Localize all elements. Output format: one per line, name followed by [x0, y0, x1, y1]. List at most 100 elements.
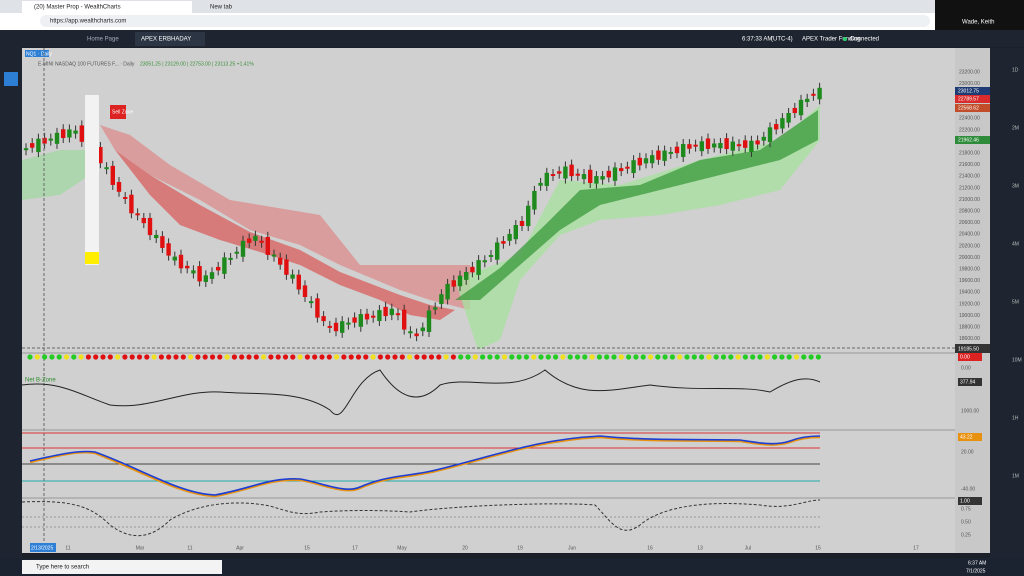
cursor-date: 2/13/2025 — [31, 545, 53, 551]
signal-dot — [151, 354, 157, 360]
app-tab-active[interactable] — [135, 32, 205, 46]
signal-dot — [173, 354, 179, 360]
signal-dot — [71, 354, 77, 360]
date-label: Apr — [236, 545, 244, 551]
add-button[interactable] — [4, 72, 18, 86]
drawing-toolbar[interactable] — [85, 95, 99, 265]
candle-body — [414, 333, 419, 337]
color-swatch[interactable] — [85, 252, 99, 264]
candle-body — [439, 294, 444, 305]
signal-dot — [107, 354, 113, 360]
candle-body — [116, 182, 122, 192]
candle-body — [42, 137, 47, 144]
signal-dot — [115, 354, 121, 360]
candle-body — [786, 112, 791, 123]
date-label: 15 — [815, 545, 821, 551]
signal-dot — [188, 354, 194, 360]
tab-title[interactable]: New tab — [210, 5, 233, 11]
candle-body — [445, 283, 450, 300]
pane-flag-label: 1.00 — [960, 498, 970, 504]
candle-body — [377, 310, 382, 322]
candle-body — [699, 141, 704, 152]
candle-body — [538, 182, 543, 186]
signal-dot — [480, 354, 486, 360]
ohlc: 23051.25 | 23129.00 | 22753.00 | 23113.2… — [140, 61, 254, 67]
candle-body — [253, 235, 258, 241]
signal-dot — [166, 354, 172, 360]
candle-body — [749, 140, 754, 152]
app-tab[interactable]: Home Page — [87, 37, 119, 43]
candle-body — [581, 174, 587, 180]
candle-body — [464, 271, 469, 280]
signal-dot — [319, 354, 325, 360]
status-dot — [843, 37, 847, 41]
candle-body — [501, 241, 506, 244]
signal-dot — [815, 354, 822, 360]
signal-dot — [34, 354, 40, 360]
sell-band — [115, 150, 455, 320]
signal-dot — [348, 354, 354, 360]
signal-dot — [545, 354, 551, 360]
candle-body — [743, 140, 748, 148]
candle-body — [798, 99, 804, 116]
candle-body — [718, 143, 723, 149]
price-tick-label: 19400.00 — [959, 290, 980, 296]
tab[interactable] — [22, 1, 192, 13]
candle-body — [54, 132, 60, 144]
buy-cloud — [22, 150, 90, 200]
candle-body — [166, 243, 171, 256]
candle-body — [389, 308, 394, 316]
date-label: 15 — [304, 545, 310, 551]
signal-dot — [158, 354, 164, 360]
signal-dot — [144, 354, 150, 360]
signal-dot — [684, 354, 690, 360]
app-tab[interactable]: APEX ERBHADAY — [141, 37, 191, 43]
signal-dot — [465, 354, 471, 360]
candle-body — [185, 265, 190, 269]
candle-body — [197, 266, 202, 282]
price-flag-label: 22568.62 — [958, 105, 979, 111]
candle-body — [234, 251, 239, 254]
pane-scale-label: 1000.00 — [961, 408, 979, 414]
price-tick-label: 19200.00 — [959, 301, 980, 307]
signal-dot — [42, 354, 48, 360]
signal-dot — [253, 354, 259, 360]
signal-dot — [334, 354, 340, 360]
signal-dot — [757, 354, 763, 360]
candle-body — [693, 144, 698, 147]
candle-body — [141, 217, 146, 224]
signal-dot — [662, 354, 668, 360]
candle-body — [569, 164, 574, 177]
signal-dot — [626, 354, 632, 360]
candle-body — [23, 148, 29, 151]
search-box[interactable] — [22, 560, 222, 574]
signal-dot — [808, 354, 814, 360]
symbol-tag-bg — [25, 50, 49, 57]
price-tick-label: 20800.00 — [959, 209, 980, 215]
candle-body — [705, 138, 711, 149]
signal-dot — [764, 354, 770, 360]
candle-body — [104, 167, 109, 170]
cursor-price-bg — [955, 344, 990, 353]
price-tick-label: 20200.00 — [959, 243, 980, 249]
signal-dot — [231, 354, 237, 360]
candle-body — [67, 129, 72, 138]
price-tick-label: 20000.00 — [959, 255, 980, 261]
url-field[interactable] — [40, 15, 930, 27]
candle-body — [61, 129, 66, 138]
candle-body — [346, 322, 351, 325]
signal-dot — [282, 354, 289, 360]
signal-dot — [436, 354, 442, 360]
signal-dot — [509, 354, 515, 360]
candle-body — [352, 317, 357, 323]
candle-body — [333, 322, 339, 332]
candle-body — [315, 298, 320, 318]
pane-flag-label: 0.00 — [960, 354, 970, 360]
signal-dot — [304, 354, 310, 360]
signal-dot — [275, 354, 281, 360]
pane-scale-label: 20.00 — [961, 449, 974, 455]
signal-dot — [63, 354, 70, 360]
candle-body — [606, 170, 611, 178]
signal-dot — [633, 354, 639, 360]
signal-dot — [560, 354, 566, 360]
